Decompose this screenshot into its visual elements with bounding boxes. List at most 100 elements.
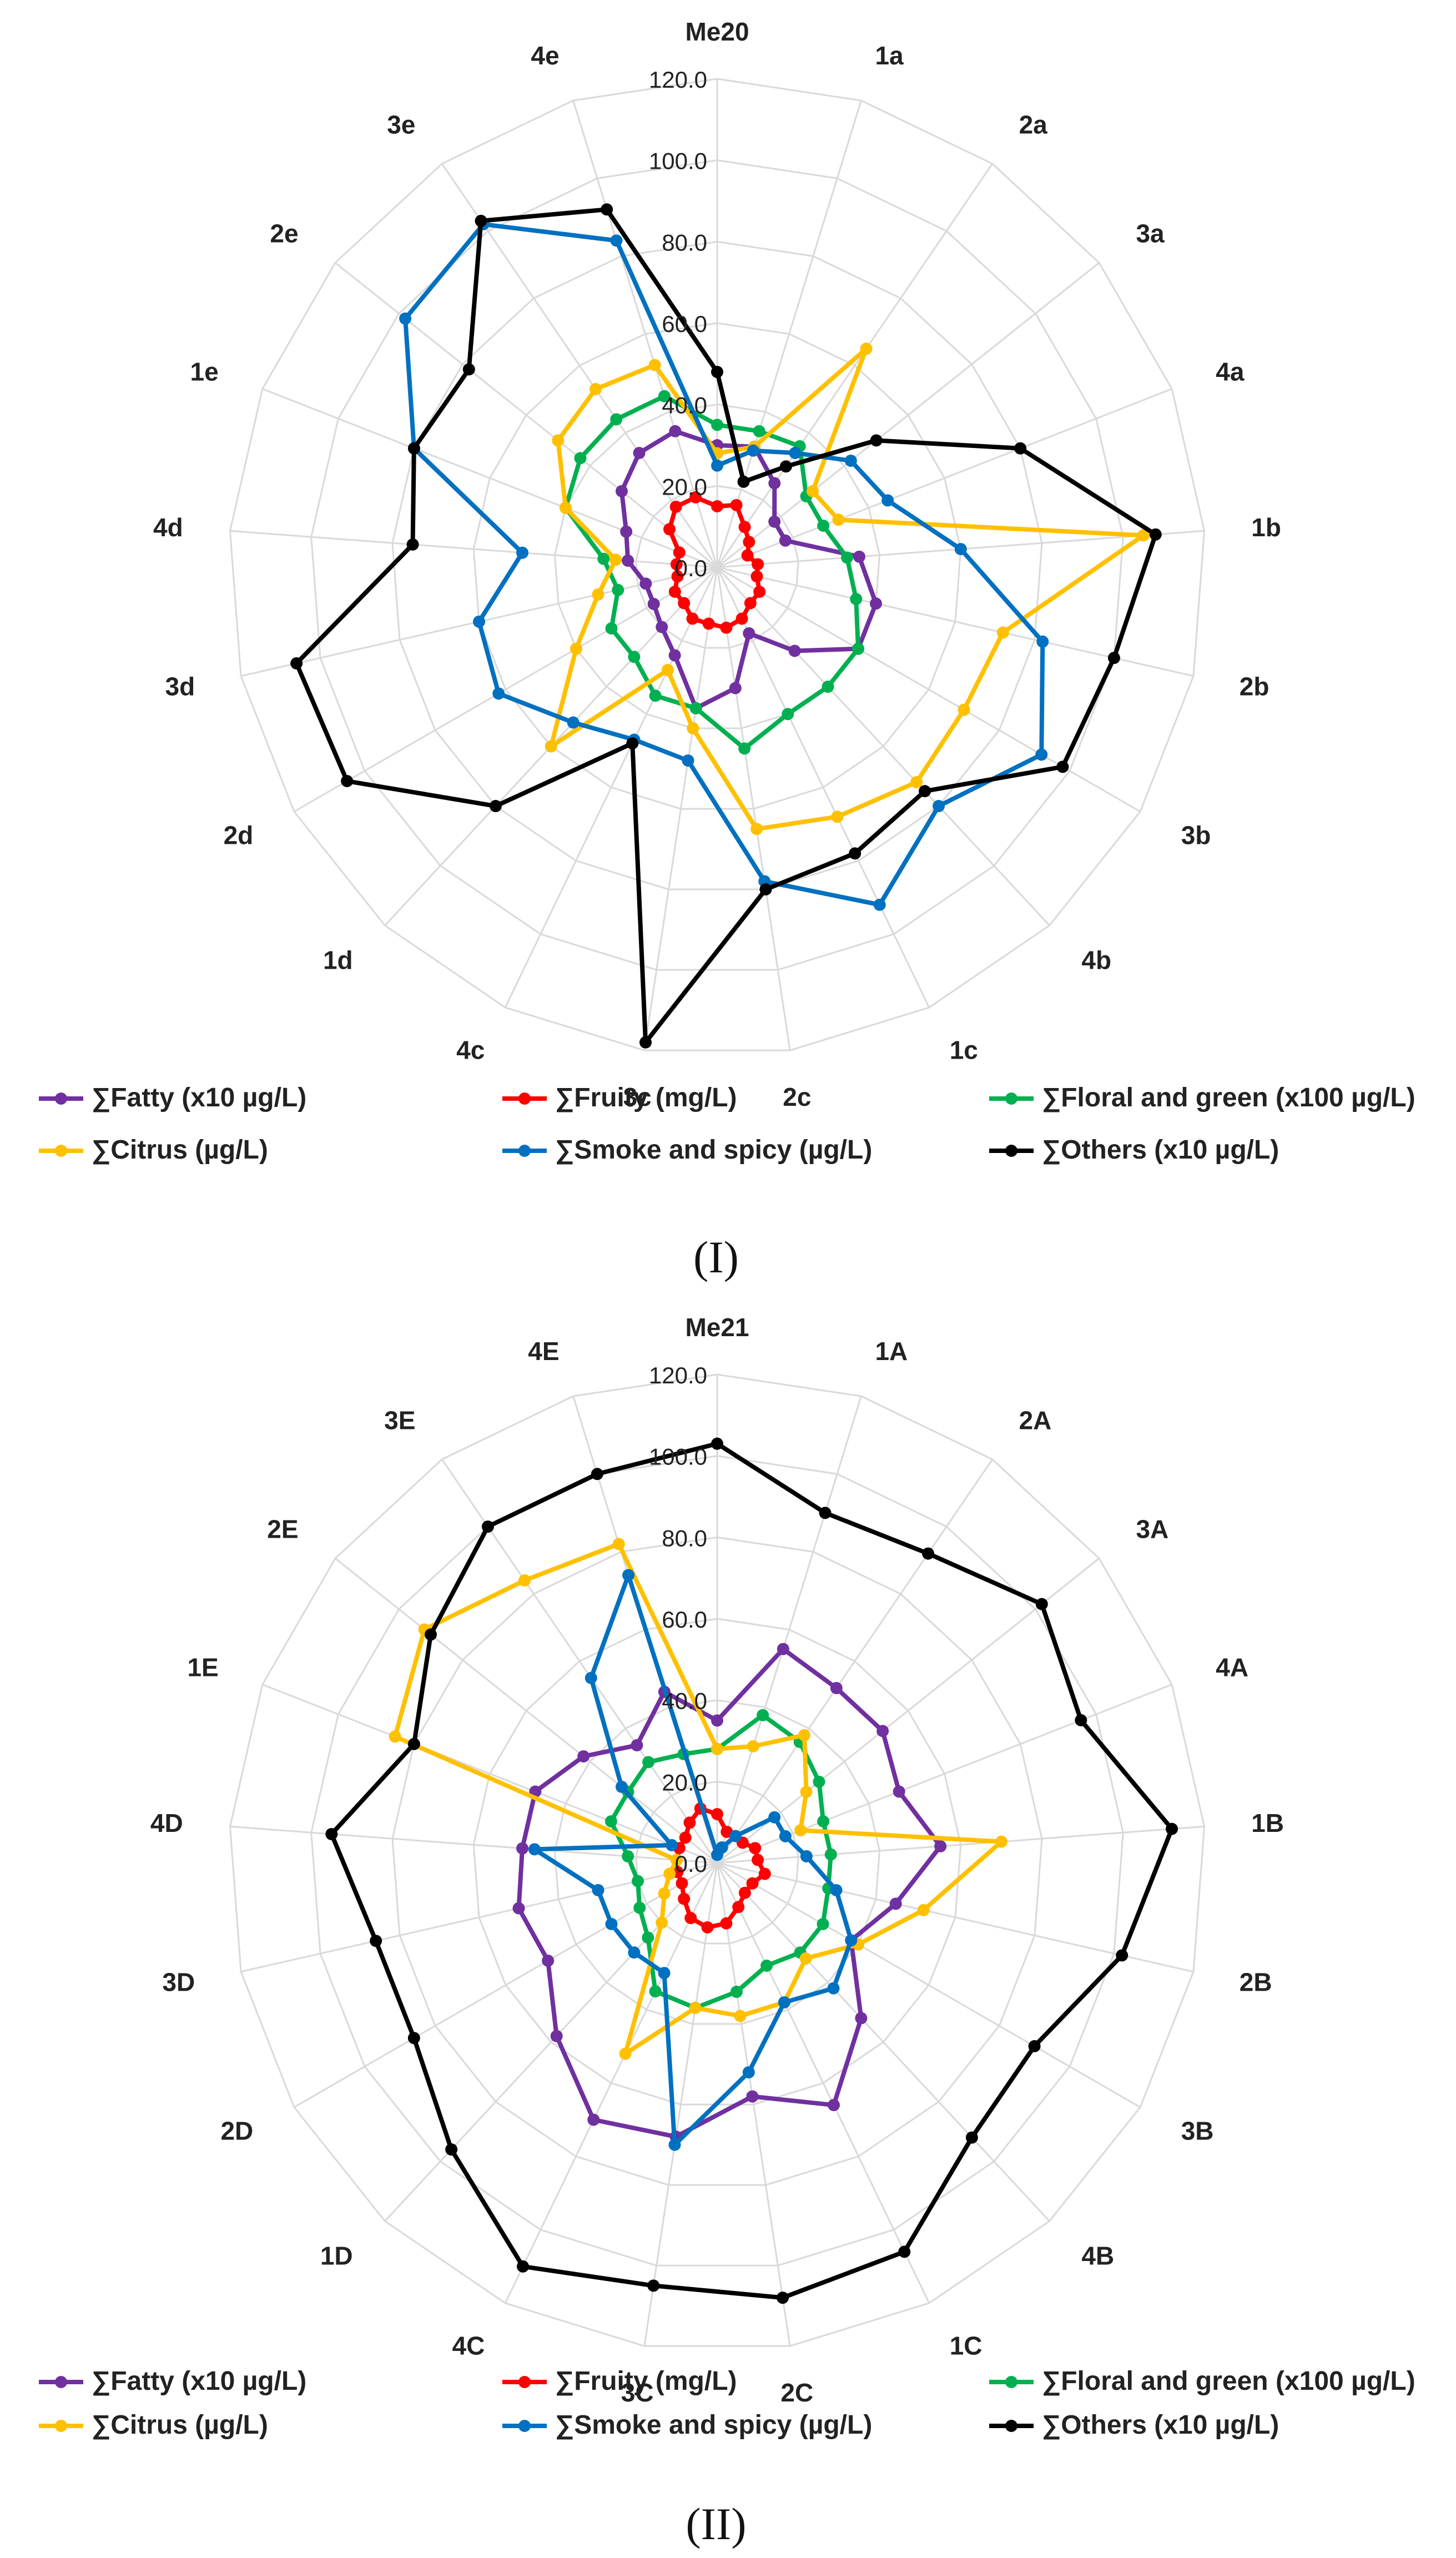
tick-labels: 0.0 20.0 40.0 60.0 80.0 100.0 120.0 (649, 1362, 707, 1877)
grid-spoke (717, 1825, 1205, 1864)
data-point (615, 485, 628, 497)
data-point (389, 1730, 401, 1743)
axis-label-2e: 2e (270, 219, 298, 248)
legend-label: ∑Citrus (µg/L) (92, 1135, 268, 1165)
data-point (605, 1918, 618, 1930)
data-point (860, 343, 873, 355)
data-point (610, 413, 623, 426)
grid-spoke (716, 1862, 1050, 2222)
data-point (682, 754, 694, 767)
data-point (711, 500, 723, 512)
data-point (542, 1955, 555, 1967)
data-point (732, 1901, 745, 1914)
axis-label-1d: 1d (323, 945, 353, 974)
data-point (817, 519, 830, 532)
legend-marker (1005, 1145, 1017, 1157)
data-point (574, 452, 587, 465)
tick-label: 40.0 (662, 1688, 707, 1714)
data-point (1028, 2040, 1041, 2052)
axis-labels: Me20 1a 2a 3a 4a 1b 2b 3b 4b 1c 2c 3c 4c 1d 2d 3d 4d 1e 2e… (153, 17, 1281, 1111)
data-point (609, 553, 622, 566)
axis-label-4e: 4e (531, 41, 559, 70)
legend-label: ∑Fatty (x10 µg/L) (92, 1083, 306, 1112)
data-point (647, 2279, 660, 2292)
series-line (392, 1542, 1004, 2056)
data-point (552, 434, 565, 447)
data-point (799, 1952, 812, 1965)
grid-ring (635, 485, 799, 649)
data-point (1014, 442, 1027, 455)
data-point (481, 1520, 494, 1533)
axis-label-1b: 1b (1251, 513, 1281, 542)
data-point (965, 2131, 978, 2144)
data-point (752, 558, 764, 571)
grid-spoke (335, 262, 718, 568)
axis-label-4c: 4c (456, 1035, 485, 1064)
data-point (738, 521, 751, 533)
data-point (649, 689, 662, 702)
axis-label-4d: 4D (150, 1809, 183, 1837)
data-point (1035, 1598, 1048, 1610)
series-fruity-mg-l (663, 491, 766, 634)
data-point (850, 593, 863, 606)
series-citrus-g-l (545, 343, 1150, 835)
data-point (639, 577, 652, 590)
data-point (631, 1739, 643, 1751)
data-point (738, 1886, 751, 1899)
data-point (730, 498, 743, 511)
data-point (590, 382, 602, 395)
data-point (735, 612, 748, 625)
data-point (550, 2030, 563, 2042)
data-point (669, 500, 682, 513)
data-point (370, 1935, 382, 1947)
data-point (711, 419, 723, 431)
grid-spoke (716, 1396, 862, 1864)
data-point (844, 454, 857, 467)
data-point (615, 1780, 628, 1793)
data-point (683, 1816, 696, 1829)
data-point (597, 552, 610, 565)
data-point (649, 1985, 662, 1998)
legend-item: ∑Fruity (mg/L) (502, 2366, 737, 2396)
data-point (517, 2260, 530, 2273)
tick-label: 100.0 (649, 1444, 707, 1470)
data-point (720, 621, 733, 634)
axis-label-2c: 2C (780, 2378, 813, 2407)
axis-label-3e: 3E (384, 1406, 415, 1435)
grid-spoke (717, 262, 1100, 568)
data-point (628, 651, 641, 663)
legend-item: ∑Citrus (µg/L) (39, 2410, 268, 2440)
axis-label-1a: 1A (875, 1337, 908, 1366)
data-point (817, 1918, 829, 1930)
legend-item: ∑Smoke and spicy (µg/L) (502, 1135, 872, 1165)
grid-ring (635, 1780, 799, 1945)
tick-label: 20.0 (662, 474, 707, 500)
data-point (462, 363, 475, 376)
panel-label-i: (I) (693, 1232, 739, 1282)
axis-label-3a: 3A (1136, 1514, 1168, 1543)
legend-marker (55, 2376, 67, 2388)
data-point (711, 366, 723, 378)
data-point (1075, 1714, 1087, 1726)
data-point (788, 644, 801, 657)
grid-spoke (717, 566, 1141, 813)
data-point (1107, 652, 1120, 664)
data-point (750, 570, 763, 583)
data-point (601, 203, 613, 216)
data-point (749, 1842, 762, 1855)
data-point (807, 485, 819, 497)
data-point (668, 649, 681, 662)
data-point (743, 536, 755, 548)
data-point (910, 776, 923, 789)
data-point (633, 446, 646, 459)
data-point (743, 627, 755, 640)
data-point (958, 703, 970, 716)
data-point (656, 1916, 668, 1929)
data-point (817, 1815, 830, 1827)
data-point (876, 1725, 889, 1738)
data-point (759, 883, 772, 896)
data-point (647, 598, 660, 610)
axis-label-2d: 2D (220, 2117, 253, 2146)
series-others-x10-g-l (325, 1437, 1178, 2304)
